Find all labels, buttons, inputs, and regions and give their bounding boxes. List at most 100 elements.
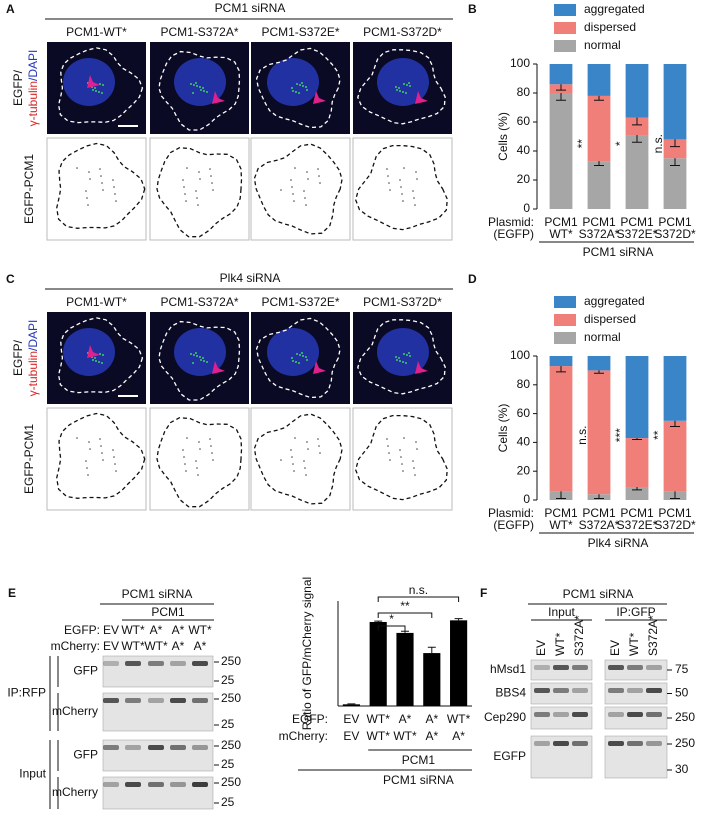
- band: [627, 688, 643, 693]
- bar-segment: [625, 487, 649, 500]
- significance-bracket: [377, 596, 460, 602]
- signal: [400, 456, 402, 458]
- band: [192, 698, 208, 703]
- bar-segment: [587, 356, 611, 371]
- signal: [112, 179, 114, 181]
- signal: [307, 448, 309, 450]
- blot-label: Cep290: [484, 710, 526, 724]
- signal: [85, 460, 87, 462]
- signal: [409, 355, 411, 357]
- annotation: **: [575, 139, 589, 149]
- cell-outline: [354, 414, 448, 501]
- lane-label: A*: [194, 639, 207, 653]
- signal: [402, 200, 404, 202]
- signal: [302, 85, 304, 87]
- signal: [98, 91, 100, 93]
- signal: [115, 470, 117, 472]
- blot: [102, 776, 214, 810]
- signal: [196, 467, 198, 469]
- signal: [99, 353, 101, 355]
- signal: [307, 178, 309, 180]
- signal: [292, 360, 294, 362]
- y-tick-label: 40: [517, 143, 531, 157]
- cell-outline: [357, 49, 446, 125]
- signal: [85, 190, 87, 192]
- signal: [195, 352, 197, 354]
- scale-label: 5: [125, 109, 132, 123]
- signal: [190, 83, 192, 85]
- band: [170, 745, 186, 750]
- significance-label: *: [389, 612, 394, 626]
- marker-label: 250: [221, 775, 241, 789]
- nucleus: [377, 58, 429, 106]
- signal: [86, 197, 88, 199]
- signal: [396, 89, 398, 91]
- lane-label: WT*: [121, 639, 145, 653]
- lane-label: A*: [150, 623, 163, 637]
- bar: [423, 653, 441, 706]
- column-header: PCM1-S372E*: [261, 295, 339, 309]
- nucleus: [174, 58, 226, 106]
- signal: [305, 204, 307, 206]
- band: [534, 741, 550, 746]
- signal: [296, 353, 298, 355]
- signal: [186, 167, 188, 169]
- band: [646, 741, 662, 746]
- band: [148, 661, 164, 666]
- signal: [290, 179, 292, 181]
- legend-label: dispersed: [584, 20, 636, 34]
- signal: [295, 91, 297, 93]
- signal: [95, 360, 97, 362]
- signal: [387, 175, 389, 177]
- band: [125, 782, 141, 787]
- group-label: Input: [19, 767, 46, 781]
- signal: [408, 352, 410, 354]
- band: [534, 688, 550, 693]
- column-header: PCM1-S372E*: [261, 25, 339, 39]
- signal: [280, 189, 282, 191]
- y-tick-label: 80: [517, 377, 531, 391]
- signal: [76, 437, 78, 439]
- cell-outline: [57, 47, 144, 124]
- arrowhead: [212, 91, 225, 104]
- cell-outline: [357, 319, 446, 395]
- column-header: PCM1-S372A*: [160, 295, 238, 309]
- signal: [202, 357, 204, 359]
- signal: [413, 467, 415, 469]
- signal: [290, 449, 292, 451]
- band: [125, 745, 141, 750]
- lane-label: S372A*: [646, 615, 660, 656]
- legend-swatch: [554, 22, 576, 34]
- signal: [399, 90, 401, 92]
- blot: [530, 682, 593, 705]
- signal: [298, 92, 300, 94]
- x-tick-label: EV: [343, 712, 359, 726]
- signal: [114, 463, 116, 465]
- signal: [183, 456, 185, 458]
- band: [192, 782, 208, 787]
- signal: [386, 438, 388, 440]
- nucleus: [377, 328, 429, 376]
- signal: [88, 171, 90, 173]
- nucleus: [174, 328, 226, 376]
- signal: [416, 448, 418, 450]
- row-label-part: /DAPI: [26, 320, 40, 351]
- signal: [184, 463, 186, 465]
- signal: [196, 85, 198, 87]
- band: [553, 688, 569, 693]
- signal: [206, 91, 208, 93]
- panel-label: A: [6, 2, 15, 16]
- bar-segment: [625, 64, 649, 118]
- signal: [396, 359, 398, 361]
- panel-label: E: [8, 586, 16, 600]
- marker-label: 250: [675, 736, 695, 750]
- signal: [113, 456, 115, 458]
- signal: [305, 356, 307, 358]
- error-bar: [454, 618, 463, 621]
- arrowhead: [212, 361, 225, 374]
- signal: [192, 92, 194, 94]
- signal: [399, 449, 401, 451]
- cell-outline: [156, 147, 243, 238]
- band: [553, 741, 569, 746]
- bar-segment: [625, 356, 649, 439]
